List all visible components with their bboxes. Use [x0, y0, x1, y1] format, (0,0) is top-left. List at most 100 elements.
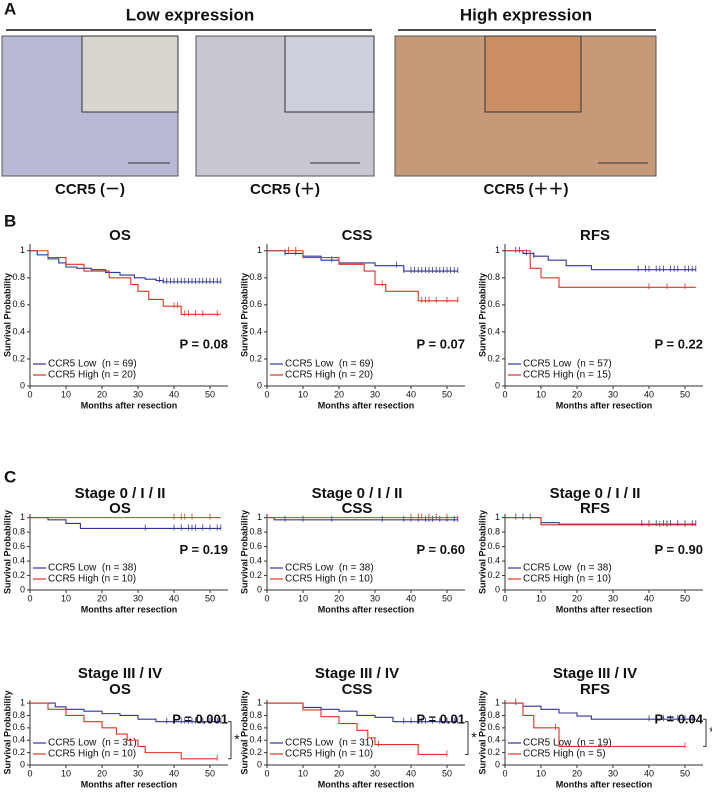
survival-curve	[267, 250, 458, 272]
x-tick-label: 10	[298, 768, 308, 778]
p-value: P = 0.08	[179, 336, 228, 351]
micrograph	[394, 35, 657, 177]
x-tick-label: 40	[406, 389, 416, 399]
x-tick-label: 10	[536, 768, 546, 778]
x-tick-label: 0	[27, 389, 32, 399]
y-tick-label: 0.6	[487, 299, 500, 309]
x-tick-label: 0	[264, 389, 269, 399]
survival-curve	[505, 702, 685, 747]
x-tick-label: 40	[406, 593, 416, 603]
y-tick-label: 0	[495, 759, 500, 769]
legend-label: CCR5 Low (n = 31)	[48, 738, 137, 749]
y-tick-label: 0.8	[249, 710, 262, 720]
x-tick-label: 50	[205, 389, 215, 399]
x-tick-label: 30	[370, 593, 380, 603]
y-tick-label: 0.4	[249, 326, 262, 336]
y-tick-label: 0.8	[487, 272, 500, 282]
x-tick-label: 10	[536, 593, 546, 603]
y-tick-label: 0.4	[12, 735, 25, 745]
y-axis-title: Survival Probability	[239, 510, 249, 594]
x-axis-title: Months after resection	[318, 604, 415, 614]
p-value: P = 0.001	[172, 712, 228, 727]
survival-curve	[505, 250, 696, 288]
chart-heading: Stage III / IV	[78, 665, 162, 682]
y-axis-title: Survival Probability	[2, 273, 12, 357]
y-axis-title: Survival Probability	[477, 510, 487, 594]
micrograph	[195, 35, 375, 177]
legend-label: CCR5 Low (n = 57)	[523, 359, 612, 370]
p-value: P = 0.60	[416, 542, 465, 557]
y-tick-label: 0.2	[12, 353, 25, 363]
x-axis-title: Months after resection	[81, 604, 178, 614]
x-tick-label: 50	[442, 389, 452, 399]
x-tick-label: 50	[680, 389, 690, 399]
survival-curve	[30, 702, 221, 723]
x-tick-label: 0	[27, 593, 32, 603]
significance-bracket	[228, 721, 232, 760]
x-tick-label: 40	[169, 389, 179, 399]
chart-title: CSS	[342, 500, 373, 517]
x-tick-label: 30	[133, 768, 143, 778]
y-tick-label: 1	[495, 697, 500, 707]
chart-heading: Stage 0 / I / II	[312, 485, 403, 502]
legend-label: CCR5 Low (n = 31)	[285, 738, 374, 749]
chart-title: OS	[109, 500, 131, 517]
x-axis-title: Months after resection	[81, 779, 178, 789]
legend-label: CCR5 Low (n = 69)	[48, 359, 137, 370]
x-tick-label: 20	[97, 768, 107, 778]
y-tick-label: 0.4	[12, 555, 25, 565]
legend-label: CCR5 High (n = 15)	[523, 370, 611, 381]
legend-label: CCR5 Low (n = 38)	[523, 563, 612, 574]
y-tick-label: 0	[20, 759, 25, 769]
y-tick-label: 0.2	[487, 747, 500, 757]
y-tick-label: 0.6	[487, 722, 500, 732]
y-axis-title: Survival Probability	[239, 690, 249, 774]
survival-curve	[267, 702, 458, 723]
y-tick-label: 0	[20, 584, 25, 594]
survival-curve	[30, 250, 221, 315]
y-tick-label: 0.2	[12, 747, 25, 757]
y-tick-label: 0.4	[249, 735, 262, 745]
x-tick-label: 10	[61, 389, 71, 399]
p-value: P = 0.19	[179, 542, 228, 557]
y-tick-label: 1	[20, 697, 25, 707]
p-value: P = 0.90	[654, 542, 703, 557]
y-tick-label: 0.6	[249, 541, 262, 551]
y-axis-title: Survival Probability	[239, 273, 249, 357]
y-tick-label: 0.4	[487, 555, 500, 565]
survival-curve	[505, 517, 696, 526]
chart-title: OS	[109, 227, 131, 244]
y-tick-label: 0.6	[12, 299, 25, 309]
legend-label: CCR5 Low (n = 19)	[523, 738, 612, 749]
panel-label: A	[4, 0, 16, 18]
y-tick-label: 1	[495, 512, 500, 522]
x-tick-label: 30	[370, 389, 380, 399]
chart-title: CSS	[342, 681, 373, 698]
x-tick-label: 10	[298, 593, 308, 603]
legend-label: CCR5 Low (n = 38)	[285, 563, 374, 574]
x-tick-label: 50	[680, 768, 690, 778]
x-axis-title: Months after resection	[318, 400, 415, 410]
x-axis-title: Months after resection	[81, 400, 178, 410]
x-tick-label: 40	[644, 768, 654, 778]
x-tick-label: 50	[205, 593, 215, 603]
x-tick-label: 0	[27, 768, 32, 778]
group-label: Low expression	[126, 5, 254, 24]
y-tick-label: 0.4	[249, 555, 262, 565]
y-tick-label: 0.4	[487, 326, 500, 336]
y-tick-label: 0.8	[487, 526, 500, 536]
x-axis-title: Months after resection	[318, 779, 415, 789]
y-tick-label: 0.2	[12, 570, 25, 580]
y-axis-title: Survival Probability	[477, 690, 487, 774]
y-tick-label: 0.2	[249, 570, 262, 580]
x-tick-label: 10	[61, 593, 71, 603]
y-axis-title: Survival Probability	[2, 510, 12, 594]
x-tick-label: 30	[133, 593, 143, 603]
y-tick-label: 0	[257, 759, 262, 769]
x-tick-label: 0	[264, 768, 269, 778]
y-tick-label: 1	[257, 512, 262, 522]
y-tick-label: 1	[20, 245, 25, 255]
panel-label: C	[4, 467, 16, 486]
x-tick-label: 10	[536, 389, 546, 399]
y-tick-label: 1	[495, 245, 500, 255]
